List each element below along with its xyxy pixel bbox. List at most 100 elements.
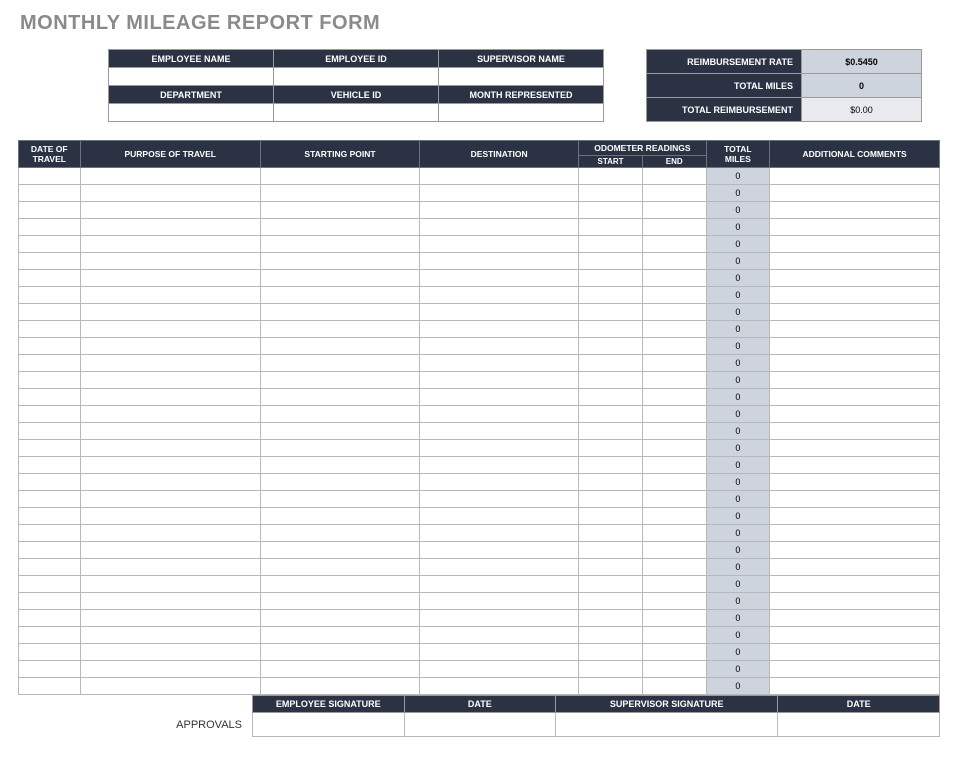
table-cell[interactable] xyxy=(642,593,706,610)
table-cell[interactable] xyxy=(642,457,706,474)
table-cell[interactable] xyxy=(579,185,643,202)
table-cell[interactable] xyxy=(260,321,419,338)
table-cell[interactable] xyxy=(420,644,579,661)
table-cell[interactable] xyxy=(642,321,706,338)
table-cell[interactable] xyxy=(579,491,643,508)
table-cell[interactable] xyxy=(80,576,260,593)
table-cell[interactable] xyxy=(80,202,260,219)
table-cell[interactable] xyxy=(19,644,81,661)
table-cell[interactable] xyxy=(642,168,706,185)
table-cell[interactable] xyxy=(579,236,643,253)
emp-id-cell[interactable] xyxy=(274,68,439,86)
table-cell[interactable] xyxy=(19,508,81,525)
table-cell[interactable] xyxy=(420,508,579,525)
table-cell[interactable] xyxy=(80,644,260,661)
table-cell[interactable] xyxy=(642,491,706,508)
table-cell[interactable] xyxy=(80,355,260,372)
table-cell[interactable] xyxy=(420,610,579,627)
table-cell[interactable] xyxy=(770,627,940,644)
table-cell[interactable] xyxy=(420,593,579,610)
table-cell[interactable] xyxy=(770,202,940,219)
table-cell[interactable] xyxy=(19,440,81,457)
table-cell[interactable] xyxy=(579,457,643,474)
table-cell[interactable] xyxy=(260,389,419,406)
table-cell[interactable] xyxy=(260,219,419,236)
table-cell[interactable] xyxy=(260,542,419,559)
table-cell[interactable] xyxy=(80,508,260,525)
table-cell[interactable] xyxy=(19,406,81,423)
table-cell[interactable] xyxy=(19,253,81,270)
table-cell[interactable] xyxy=(19,661,81,678)
table-cell[interactable] xyxy=(579,627,643,644)
table-cell[interactable] xyxy=(579,202,643,219)
table-cell[interactable] xyxy=(80,304,260,321)
table-cell[interactable] xyxy=(19,542,81,559)
table-cell[interactable] xyxy=(579,610,643,627)
table-cell[interactable] xyxy=(642,440,706,457)
table-cell[interactable] xyxy=(579,253,643,270)
table-cell[interactable] xyxy=(19,168,81,185)
table-cell[interactable] xyxy=(420,406,579,423)
table-cell[interactable] xyxy=(420,525,579,542)
table-cell[interactable] xyxy=(260,627,419,644)
table-cell[interactable] xyxy=(642,474,706,491)
table-cell[interactable] xyxy=(19,185,81,202)
table-cell[interactable] xyxy=(420,185,579,202)
table-cell[interactable] xyxy=(19,474,81,491)
table-cell[interactable] xyxy=(770,321,940,338)
vehicle-id-cell[interactable] xyxy=(274,104,439,122)
table-cell[interactable] xyxy=(642,304,706,321)
table-cell[interactable] xyxy=(80,610,260,627)
table-cell[interactable] xyxy=(642,508,706,525)
table-cell[interactable] xyxy=(420,661,579,678)
table-cell[interactable] xyxy=(770,542,940,559)
table-cell[interactable] xyxy=(579,270,643,287)
table-cell[interactable] xyxy=(260,406,419,423)
table-cell[interactable] xyxy=(579,593,643,610)
table-cell[interactable] xyxy=(420,423,579,440)
table-cell[interactable] xyxy=(642,423,706,440)
table-cell[interactable] xyxy=(770,508,940,525)
table-cell[interactable] xyxy=(420,372,579,389)
table-cell[interactable] xyxy=(19,627,81,644)
table-cell[interactable] xyxy=(80,338,260,355)
table-cell[interactable] xyxy=(420,457,579,474)
table-cell[interactable] xyxy=(579,168,643,185)
table-cell[interactable] xyxy=(80,236,260,253)
table-cell[interactable] xyxy=(770,389,940,406)
table-cell[interactable] xyxy=(80,406,260,423)
table-cell[interactable] xyxy=(770,355,940,372)
table-cell[interactable] xyxy=(80,491,260,508)
table-cell[interactable] xyxy=(642,559,706,576)
table-cell[interactable] xyxy=(260,287,419,304)
table-cell[interactable] xyxy=(579,576,643,593)
date1-cell[interactable] xyxy=(404,713,556,737)
table-cell[interactable] xyxy=(80,593,260,610)
table-cell[interactable] xyxy=(80,219,260,236)
table-cell[interactable] xyxy=(642,406,706,423)
table-cell[interactable] xyxy=(579,338,643,355)
table-cell[interactable] xyxy=(260,253,419,270)
table-cell[interactable] xyxy=(80,253,260,270)
table-cell[interactable] xyxy=(19,423,81,440)
table-cell[interactable] xyxy=(770,525,940,542)
table-cell[interactable] xyxy=(260,355,419,372)
table-cell[interactable] xyxy=(80,440,260,457)
table-cell[interactable] xyxy=(770,423,940,440)
table-cell[interactable] xyxy=(80,321,260,338)
table-cell[interactable] xyxy=(80,372,260,389)
table-cell[interactable] xyxy=(260,593,419,610)
table-cell[interactable] xyxy=(260,202,419,219)
table-cell[interactable] xyxy=(770,457,940,474)
table-cell[interactable] xyxy=(642,253,706,270)
table-cell[interactable] xyxy=(770,287,940,304)
table-cell[interactable] xyxy=(19,270,81,287)
table-cell[interactable] xyxy=(260,457,419,474)
table-cell[interactable] xyxy=(420,627,579,644)
table-cell[interactable] xyxy=(19,491,81,508)
table-cell[interactable] xyxy=(260,644,419,661)
table-cell[interactable] xyxy=(260,440,419,457)
table-cell[interactable] xyxy=(80,457,260,474)
table-cell[interactable] xyxy=(579,355,643,372)
table-cell[interactable] xyxy=(420,270,579,287)
